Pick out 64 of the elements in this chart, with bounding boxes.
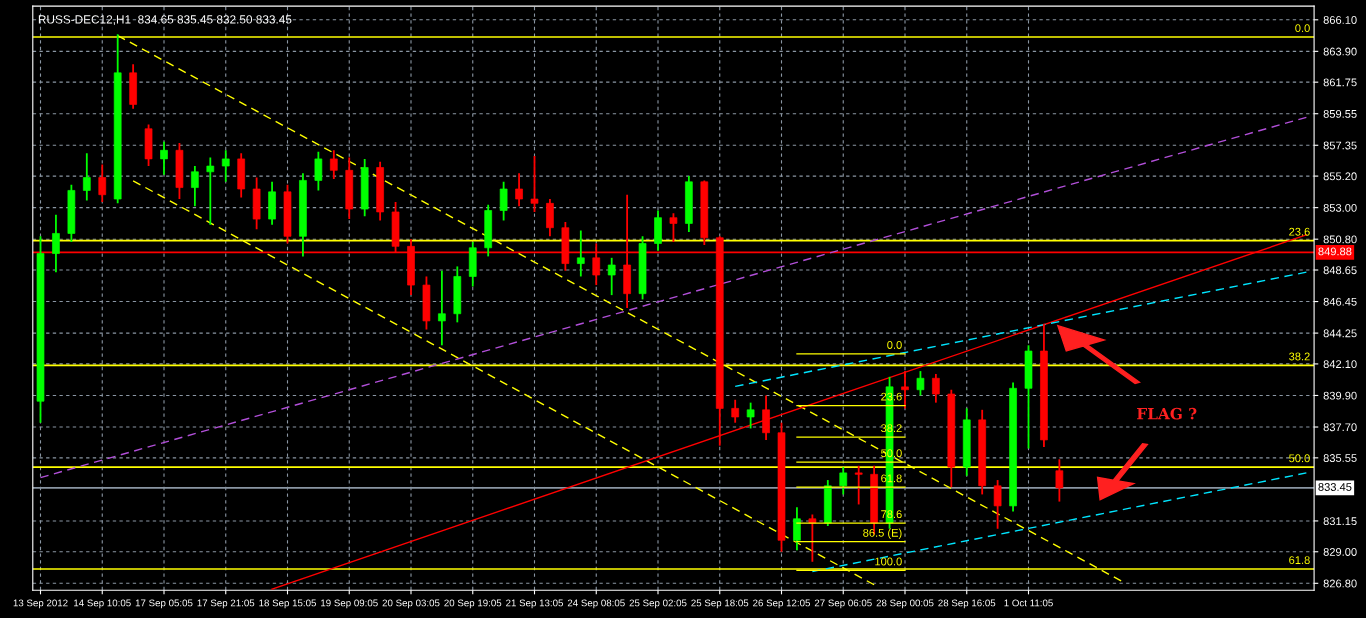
text: RUSS-DEC12,H1 834.65 835.45 832.50 833.45 bbox=[38, 15, 292, 26]
y-tick-label: 857.35 bbox=[1323, 141, 1357, 150]
ref-line-label: 833.45 bbox=[1318, 483, 1352, 491]
x-tick-label: 25 Sep 18:05 bbox=[691, 599, 749, 609]
annotation: 50.0 bbox=[1289, 454, 1310, 463]
x-tick-label: 17 Sep 21:05 bbox=[197, 599, 255, 609]
annotation: 61.8 bbox=[1289, 556, 1310, 564]
x-tick-label: 17 Sep 05:05 bbox=[135, 599, 193, 609]
series-label: 0.0 bbox=[887, 341, 902, 349]
x-tick-label: 27 Sep 06:05 bbox=[814, 599, 872, 609]
x-tick-label: 1 Oct 11:05 bbox=[1004, 599, 1053, 607]
x-tick-label: 21 Sep 13:05 bbox=[506, 599, 564, 609]
candlestick bbox=[746, 401, 755, 430]
candlestick bbox=[144, 123, 153, 167]
y-tick-label: 837.70 bbox=[1323, 423, 1357, 432]
y-tick-label: 839.90 bbox=[1323, 391, 1357, 400]
x-tick-label: 20 Sep 19:05 bbox=[444, 599, 502, 609]
candlestick bbox=[67, 183, 76, 243]
y-tick-label: 844.25 bbox=[1323, 329, 1357, 338]
annotation: FLAG ? bbox=[1137, 407, 1197, 420]
x-tick-label: 28 Sep 00:05 bbox=[876, 599, 934, 609]
annotation: 23.6 bbox=[1289, 227, 1310, 236]
candlestick bbox=[438, 269, 446, 347]
series-label: 100.0 bbox=[875, 557, 902, 566]
y-tick-label: 866.10 bbox=[1323, 16, 1357, 24]
y-tick-label: 861.75 bbox=[1323, 78, 1357, 87]
x-tick-label: 24 Sep 08:05 bbox=[567, 599, 625, 609]
candlestick bbox=[175, 142, 184, 200]
y-tick-label: 835.55 bbox=[1323, 454, 1357, 462]
candlestick bbox=[638, 235, 647, 301]
y-tick-label: 826.80 bbox=[1323, 579, 1357, 588]
x-tick-label: 13 Sep 2012 bbox=[13, 599, 68, 609]
annotation: 0.0 bbox=[1295, 24, 1310, 33]
annotation: 38.2 bbox=[1289, 352, 1310, 361]
y-tick-label: 855.20 bbox=[1323, 172, 1357, 181]
candlestick bbox=[530, 155, 539, 213]
candlestick bbox=[777, 421, 786, 553]
x-tick-label: 28 Sep 16:05 bbox=[938, 599, 996, 609]
candlestick bbox=[1024, 344, 1033, 450]
candlestick bbox=[36, 235, 45, 424]
candlestick bbox=[422, 275, 431, 331]
y-tick-label: 831.15 bbox=[1323, 517, 1357, 526]
y-tick-label: 850.80 bbox=[1323, 235, 1357, 244]
series-label: 86.5 (E) bbox=[863, 528, 902, 539]
x-tick-label: 25 Sep 02:05 bbox=[629, 599, 687, 609]
candlestick bbox=[669, 212, 678, 243]
candlestick bbox=[283, 183, 292, 245]
x-tick-label: 20 Sep 03:05 bbox=[382, 599, 440, 609]
y-tick-label: 846.45 bbox=[1323, 297, 1357, 306]
candlestick bbox=[916, 370, 925, 397]
candlestick bbox=[221, 149, 230, 183]
candlestick bbox=[854, 464, 863, 506]
x-tick-label: 19 Sep 09:05 bbox=[321, 599, 378, 609]
y-tick-label: 848.65 bbox=[1323, 266, 1357, 275]
x-tick-label: 18 Sep 15:05 bbox=[259, 599, 317, 609]
y-tick-label: 829.00 bbox=[1323, 548, 1357, 556]
ref-line-label: 849.88 bbox=[1318, 247, 1352, 256]
y-tick-label: 842.10 bbox=[1323, 360, 1357, 369]
x-tick-label: 26 Sep 12:05 bbox=[753, 599, 811, 609]
y-tick-label: 853.00 bbox=[1323, 203, 1357, 212]
y-tick-label: 863.90 bbox=[1323, 47, 1357, 56]
x-tick-label: 14 Sep 10:05 bbox=[74, 599, 131, 609]
y-tick-label: 859.55 bbox=[1323, 109, 1357, 118]
candlestick bbox=[314, 150, 323, 192]
